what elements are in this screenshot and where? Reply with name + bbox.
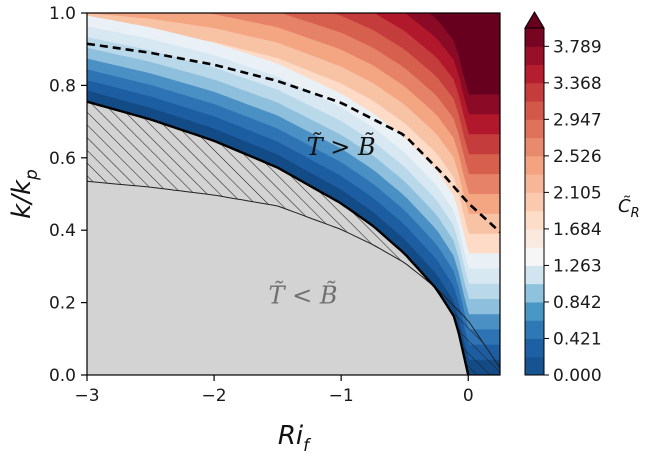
colorbar-tick-label: 0.421 [553, 329, 602, 349]
colorbar: 0.000 0.421 0.842 1.263 1.684 2.105 2.526 2.947… [524, 11, 602, 386]
colorbar-cell [525, 46, 544, 66]
y-tick-label: 0.8 [49, 76, 76, 96]
x-axis-label: Rif [278, 421, 312, 454]
colorbar-cell [525, 64, 544, 84]
plot-frame [86, 12, 501, 376]
colorbar-cell [525, 301, 544, 321]
colorbar-cell [525, 28, 544, 47]
colorbar-cell [525, 210, 544, 230]
y-tick-label: 0.2 [49, 294, 76, 314]
colorbar-cell [525, 283, 544, 303]
annotation-t-less-b: T̃ < B̃ [269, 281, 338, 309]
y-tick-label: 0.6 [49, 149, 76, 169]
colorbar-cell [525, 101, 544, 120]
colorbar-cell [525, 247, 544, 266]
colorbar-tick-label: 1.684 [553, 220, 602, 240]
colorbar-tick-label: 0.000 [553, 366, 602, 386]
colorbar-label: C̃R [618, 196, 640, 221]
y-axis: 0.0 0.2 0.4 0.6 0.8 1.0 [49, 4, 87, 386]
y-tick-label: 0.0 [49, 366, 76, 386]
colorbar-cell [525, 338, 544, 358]
colorbar-cell [525, 82, 544, 102]
plot-area [87, 13, 500, 375]
colorbar-tick-label: 3.368 [553, 74, 602, 94]
y-tick-label: 0.4 [49, 221, 76, 241]
colorbar-tick-label: 2.947 [553, 110, 602, 130]
colorbar-cell [525, 356, 544, 376]
colorbar-tick-label: 2.526 [553, 147, 602, 167]
colorbar-tick-label: 2.105 [553, 183, 602, 203]
x-tick-label: −3 [74, 386, 99, 406]
x-axis: −3 −2 −1 0 [74, 375, 474, 406]
colorbar-cell [525, 320, 544, 339]
dashed-contour-line [87, 42, 500, 233]
x-tick-label: −1 [329, 386, 354, 406]
hatched-region [87, 101, 500, 375]
annotation-t-greater-b: T̃ > B̃ [307, 133, 376, 161]
colorbar-cell [525, 192, 544, 212]
colorbar-tick-label: 1.263 [553, 256, 602, 276]
y-axis-label: k/kp [7, 169, 42, 219]
colorbar-cell [525, 174, 544, 193]
colorbar-cell [525, 265, 544, 285]
colorbar-cell [525, 228, 544, 248]
colorbar-extend-arrow [524, 11, 545, 29]
upper-boundary-curve [87, 100, 470, 375]
colorbar-tick-label: 0.842 [553, 293, 602, 313]
x-tick-label: −2 [202, 386, 227, 406]
y-tick-label: 1.0 [49, 4, 76, 24]
colorbar-cell [525, 155, 544, 175]
colorbar-cell [525, 119, 544, 139]
colorbar-tick-label: 3.789 [553, 37, 602, 57]
colorbar-cell [525, 137, 544, 157]
x-tick-label: 0 [463, 386, 474, 406]
colorbar-frame [524, 28, 545, 376]
